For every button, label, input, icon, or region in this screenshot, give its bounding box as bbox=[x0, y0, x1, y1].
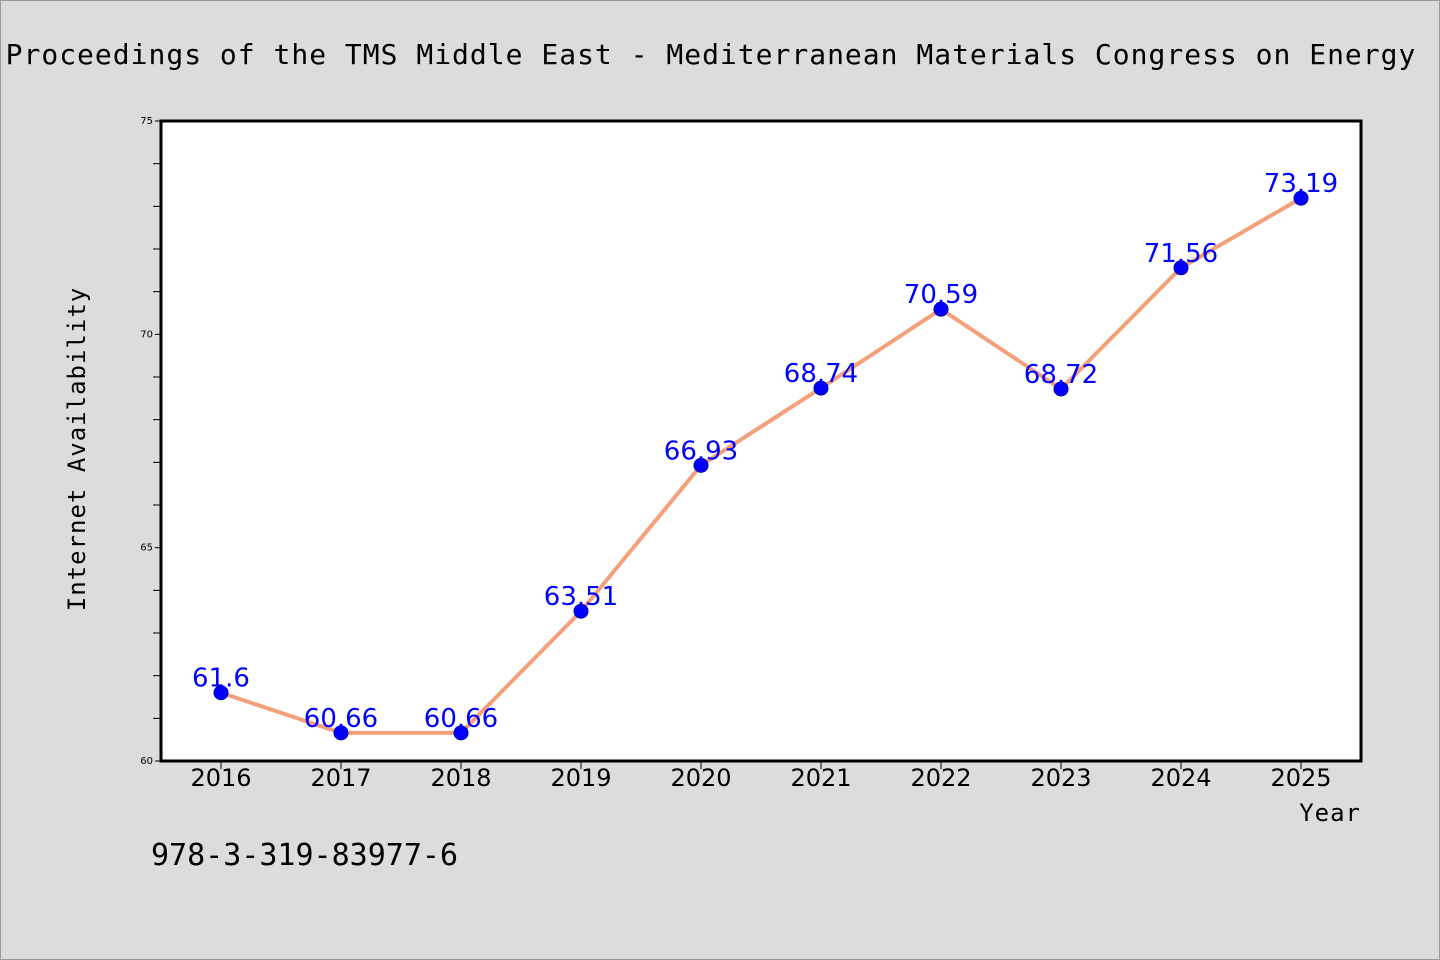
x-tick-label: 2016 bbox=[190, 764, 251, 792]
plot-area bbox=[161, 121, 1361, 761]
y-axis-label: Internet Availability bbox=[63, 287, 91, 611]
data-point bbox=[1173, 260, 1189, 276]
y-axis: 60 65 70 75 bbox=[140, 116, 161, 767]
data-label: 61.6 bbox=[192, 664, 250, 694]
data-point bbox=[453, 725, 469, 741]
x-tick-label: 2021 bbox=[790, 764, 851, 792]
isbn-text: 978-3-319-83977-6 bbox=[151, 838, 458, 873]
series-layer: 61.6 60.66 60.66 63.51 66.93 68.74 70.59 68.72 7… bbox=[192, 169, 1338, 741]
data-label: 63.51 bbox=[544, 582, 618, 612]
data-label: 71.56 bbox=[1144, 239, 1218, 269]
data-label: 73.19 bbox=[1264, 169, 1338, 199]
y-tick-label: 75 bbox=[140, 116, 153, 127]
chart-title: Proceedings of the TMS Middle East - Med… bbox=[6, 38, 1417, 71]
data-label: 60.66 bbox=[304, 704, 378, 734]
data-label: 68.72 bbox=[1024, 360, 1098, 390]
data-point bbox=[333, 725, 349, 741]
data-point bbox=[573, 603, 589, 619]
y-tick-label: 70 bbox=[140, 329, 153, 340]
x-tick-label: 2019 bbox=[550, 764, 611, 792]
x-tick-label: 2024 bbox=[1150, 764, 1211, 792]
y-tick-label: 65 bbox=[140, 543, 153, 554]
x-tick-label: 2020 bbox=[670, 764, 731, 792]
series-line bbox=[219, 196, 1303, 735]
x-tick-label: 2023 bbox=[1030, 764, 1091, 792]
data-label: 60.66 bbox=[424, 704, 498, 734]
data-label: 68.74 bbox=[784, 359, 858, 389]
data-point bbox=[1053, 381, 1069, 397]
x-axis-label: Year bbox=[1299, 799, 1361, 827]
x-tick-label: 2018 bbox=[430, 764, 491, 792]
data-label: 66.93 bbox=[664, 436, 738, 466]
data-point bbox=[1293, 190, 1309, 206]
data-label: 70.59 bbox=[904, 280, 978, 310]
plot-frame bbox=[159, 119, 1363, 763]
x-axis: 2016 2017 2018 2019 2020 2021 2022 2023 2024 2025 bbox=[190, 761, 1332, 792]
data-point bbox=[813, 380, 829, 396]
x-tick-label: 2025 bbox=[1270, 764, 1331, 792]
data-point bbox=[933, 301, 949, 317]
y-tick-label: 60 bbox=[140, 756, 153, 767]
data-point bbox=[213, 685, 229, 701]
x-tick-label: 2017 bbox=[310, 764, 371, 792]
data-point bbox=[693, 457, 709, 473]
x-tick-label: 2022 bbox=[910, 764, 971, 792]
